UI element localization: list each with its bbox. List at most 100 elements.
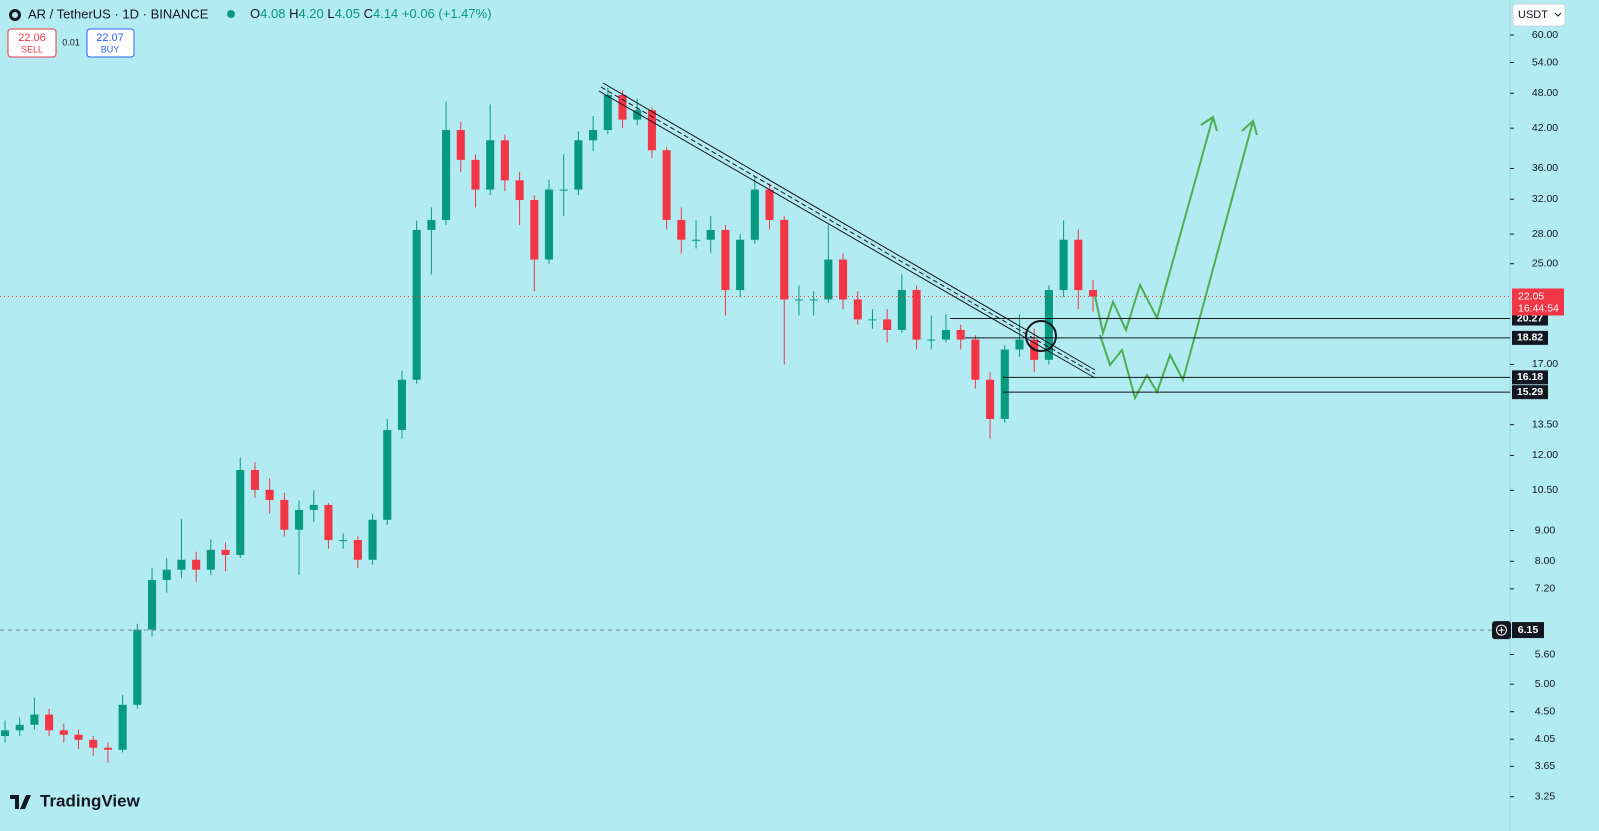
change: +0.06 [402,6,435,21]
ohlc-value: 4.14 [373,6,398,21]
current-price-box [1512,288,1564,316]
symbol-icon [12,12,18,18]
y-tick-label: 60.00 [1532,29,1558,41]
candle-body [618,94,627,120]
candle-body [839,259,848,300]
level-label: 15.29 [1517,386,1543,398]
candle-body [794,299,803,301]
ohlc-key: H [289,6,298,21]
projection-path [1099,120,1254,401]
y-tick-label: 8.00 [1535,555,1556,567]
candle-body [721,229,730,291]
candle-body [177,559,186,570]
y-tick-label: 7.20 [1535,583,1556,595]
channel-midline [600,86,1096,375]
y-tick-label: 42.00 [1532,122,1558,134]
candle-body [133,629,142,705]
candles [0,87,1098,763]
candle-body [15,724,24,731]
candle-body [309,504,318,510]
candle-body [456,130,465,160]
candle-body [853,299,862,320]
candle-body [736,239,745,291]
candle-body [750,189,759,240]
candle-body [633,110,642,120]
currency[interactable]: USDT [1518,9,1548,21]
candle-body [765,189,774,220]
y-tick-label: 9.00 [1535,524,1556,536]
candle-body [471,159,480,190]
candle-body [45,714,54,731]
candle-body [353,540,362,560]
crosshair-box [1512,622,1544,639]
candle-body [574,140,583,190]
candle-body [280,499,289,530]
candle-body [809,299,818,301]
sell-label[interactable]: SELL [21,44,43,54]
candle-body [295,509,304,530]
dropdown-icon[interactable] [1554,12,1562,17]
add-alert-icon[interactable] [1498,627,1505,634]
y-tick-label: 5.60 [1535,648,1556,660]
candle-body [1059,239,1068,291]
add-alert-icon[interactable] [1496,624,1507,636]
sell-button[interactable] [7,28,57,58]
candle-body [74,734,83,740]
channel-line [598,90,1096,379]
sell-price[interactable]: 22.06 [18,32,46,44]
y-tick-label: 5.00 [1535,678,1556,690]
buy-price[interactable]: 22.07 [96,32,124,44]
candle-body [339,540,348,542]
ohlc-key: O [250,6,260,21]
candle-body [0,730,10,736]
candle-body [559,189,568,191]
countdown: 16:44:54 [1518,302,1559,314]
brand-logo [10,795,31,809]
candle-body [500,140,509,181]
candle-body [1000,349,1009,419]
y-tick-label: 48.00 [1532,87,1558,99]
candle-body [706,229,715,240]
ohlc-value: 4.05 [335,6,360,21]
candle-body [941,329,951,340]
channel-line [602,82,1096,371]
candle-body [89,739,98,748]
candle-body [1015,339,1024,350]
y-tick-label: 25.00 [1532,257,1558,269]
current-price-label: 22.05 [1518,290,1544,302]
candle-body [1074,239,1083,291]
y-tick-label: 12.00 [1532,449,1558,461]
candle-body [486,140,495,190]
candle-body [868,319,877,321]
candle-body [603,94,612,131]
status-dot [227,10,235,18]
candle-body [544,189,554,260]
y-tick-label: 10.50 [1532,484,1558,496]
change-pct: (+1.47%) [438,6,491,21]
candle-body [412,229,421,380]
candle-body [530,200,539,260]
level-label-box [1512,385,1548,400]
brand: TradingView [10,791,141,810]
y-tick-label: 3.25 [1535,790,1556,802]
buy-button[interactable] [86,28,135,58]
symbol-title: AR / TetherUS · 1D · BINANCE [28,6,209,21]
candle-body [59,730,68,735]
candle-body [971,339,980,380]
ohlc-key: C [364,6,373,21]
candle-body [324,504,333,541]
ohlc-value: 4.08 [260,6,285,21]
candle-body [383,429,392,520]
header: AR / TetherUS · 1D · BINANCE O4.08 H4.20… [7,3,1566,58]
candle-body [691,239,701,241]
candle-body [103,747,112,750]
candle-body [192,559,201,570]
currency-button[interactable] [1512,3,1566,27]
level-label-box [1512,370,1548,385]
candle-body [883,319,892,330]
crosshair-label: 6.15 [1518,624,1539,636]
candle-body [250,469,259,490]
buy-label[interactable]: BUY [101,44,120,54]
candle-body [206,549,215,570]
